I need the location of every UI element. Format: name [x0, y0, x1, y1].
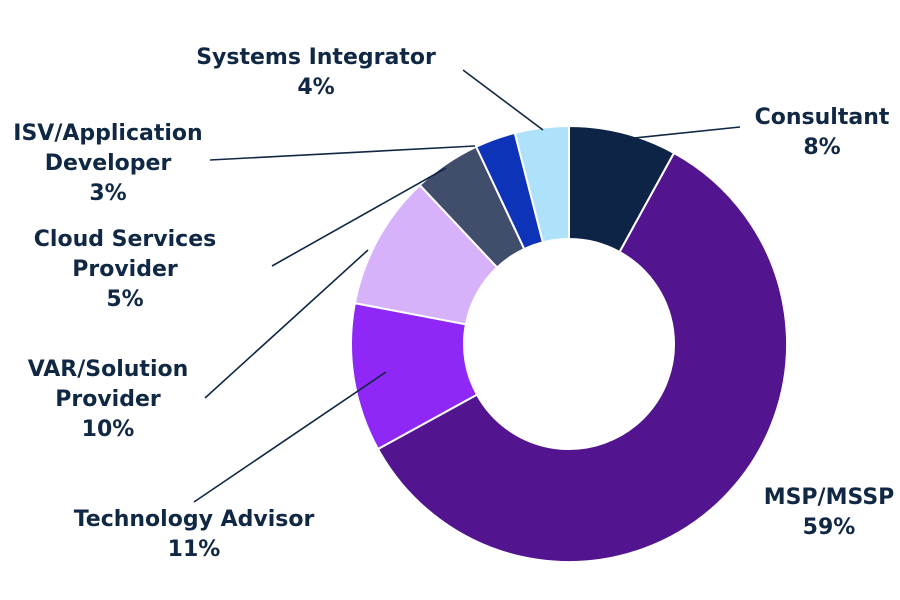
slice-label-cloud-services-provider: Cloud Services Provider 5%	[34, 227, 216, 312]
slice-value-label: 59%	[803, 515, 856, 540]
slice-name-label: Provider	[55, 387, 161, 412]
slice-name-label: Cloud Services	[34, 227, 216, 252]
slice-label-var-solution-provider: VAR/Solution Provider 10%	[28, 357, 189, 442]
slice-name-label: ISV/Application	[13, 121, 202, 146]
leader-line-isv-application-developer	[209, 145, 476, 161]
slice-label-consultant: Consultant 8%	[755, 105, 890, 160]
slice-name-label: Systems Integrator	[196, 45, 436, 70]
slice-name-label: VAR/Solution	[28, 357, 189, 382]
leader-line-cloud-services-provider	[271, 167, 447, 267]
slice-name-label: Developer	[45, 151, 172, 176]
slice-label-isv-application-developer: ISV/Application Developer 3%	[13, 121, 202, 206]
slice-value-label: 3%	[89, 181, 126, 206]
slice-name-label: Consultant	[755, 105, 890, 130]
slice-name-label: Technology Advisor	[74, 507, 315, 532]
slice-name-label: Provider	[72, 257, 178, 282]
slice-label-systems-integrator: Systems Integrator 4%	[196, 45, 436, 100]
slices-group	[350, 124, 788, 563]
slice-label-msp-mssp: MSP/MSSP 59%	[764, 485, 895, 540]
leader-line-technology-advisor	[193, 371, 387, 503]
leader-line-consultant	[633, 126, 741, 139]
leader-lines-group	[193, 69, 741, 503]
slice-value-label: 11%	[168, 537, 221, 562]
slice-label-technology-advisor: Technology Advisor 11%	[74, 507, 315, 562]
slice-value-label: 8%	[803, 135, 840, 160]
slice-value-label: 5%	[106, 287, 143, 312]
labels-group: Consultant 8% MSP/MSSP 59% Technology Adviso…	[13, 45, 894, 562]
leader-line-var-solution-provider	[204, 249, 369, 399]
leader-line-systems-integrator	[462, 69, 544, 131]
slice-msp-mssp	[376, 151, 788, 563]
slice-name-label: MSP/MSSP	[764, 485, 895, 510]
slice-value-label: 4%	[297, 75, 334, 100]
slice-value-label: 10%	[82, 417, 135, 442]
slice-systems-integrator	[513, 124, 570, 244]
